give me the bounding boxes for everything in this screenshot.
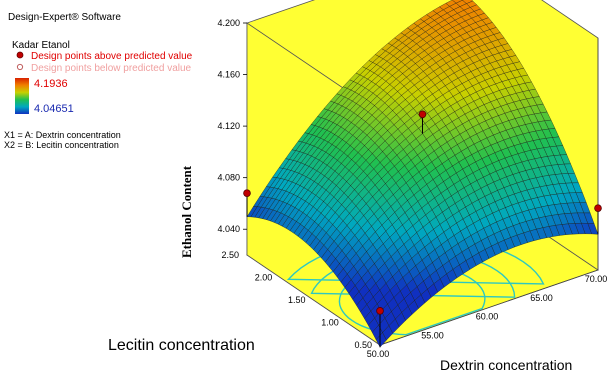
factor-x1-label: X1 = A: Dextrin concentration <box>4 130 121 140</box>
y-tick-label-1: 1.00 <box>321 318 339 328</box>
software-label: Design-Expert® Software <box>8 12 121 23</box>
factor-x2-label: X2 = B: Lecitin concentration <box>4 140 119 150</box>
design-point-2 <box>594 204 602 212</box>
colorbar <box>15 78 29 114</box>
z-tick-label-4: 4.200 <box>217 18 240 28</box>
legend-above-marker-icon <box>16 51 24 62</box>
axis-labels: Lecitin concentration Dextrin concentrati… <box>108 165 572 373</box>
x-tick-label-4: 70.00 <box>585 274 608 284</box>
legend-below-marker-icon <box>16 63 24 74</box>
x-tick-label-3: 65.00 <box>530 293 553 303</box>
design-point-3 <box>376 307 384 315</box>
z-tick-label-2: 4.120 <box>217 121 240 131</box>
surface-cell <box>375 332 387 348</box>
y-tick-label-2: 1.50 <box>288 295 306 305</box>
design-point-0 <box>243 189 251 197</box>
x-axis-label: Dextrin concentration <box>440 357 572 373</box>
colorbar-min: 4.04651 <box>34 103 74 115</box>
z-tick-label-1: 4.080 <box>217 173 240 183</box>
y-tick-label-0: 0.50 <box>354 340 372 350</box>
x-tick-label-1: 55.00 <box>421 330 444 340</box>
y-tick-label-4: 2.50 <box>221 250 239 260</box>
response-name: Kadar Etanol <box>12 40 70 51</box>
legend-below-label: Design points below predicted value <box>31 63 192 74</box>
axis-ticks: 4.040 4.080 4.120 4.160 4.200 0.50 1.00 1.50 2.0… <box>217 18 607 359</box>
legend-above-label: Design points above predicted value <box>31 51 193 62</box>
colorbar-max: 4.1936 <box>34 78 68 90</box>
y-axis-label: Lecitin concentration <box>108 337 255 354</box>
z-tick-label-3: 4.160 <box>217 70 240 80</box>
design-point-4 <box>418 110 427 119</box>
x-tick-label-0: 50.00 <box>367 349 390 359</box>
z-axis-label: Ethanol Content <box>179 165 194 258</box>
design-points <box>243 110 602 348</box>
response-surface <box>246 0 599 348</box>
z-tick-label-0: 4.040 <box>217 224 240 234</box>
y-tick-label-3: 2.00 <box>255 273 273 283</box>
x-tick-label-2: 60.00 <box>476 312 499 322</box>
